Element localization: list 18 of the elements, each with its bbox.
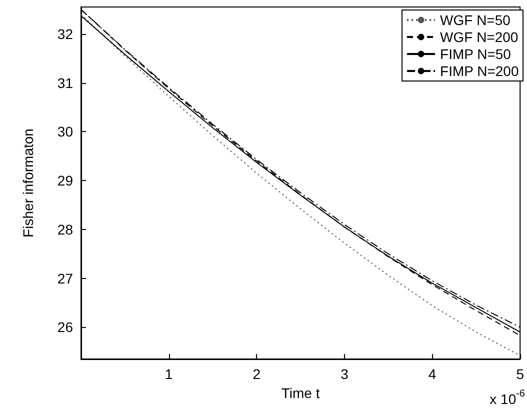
x-tick-label: 2 bbox=[252, 366, 261, 382]
y-tick-label: 32 bbox=[57, 26, 74, 42]
y-tick-label: 31 bbox=[57, 74, 74, 91]
x-axis-title: Time t bbox=[281, 384, 320, 401]
y-tick-label: 28 bbox=[57, 221, 74, 238]
legend-label: FIMP N=50 bbox=[440, 46, 512, 62]
x-tick-label: 3 bbox=[340, 366, 349, 382]
legend-label: WGF N=200 bbox=[440, 29, 518, 45]
legend-label: WGF N=50 bbox=[440, 12, 511, 28]
y-axis-title: Fisher informaton bbox=[20, 128, 36, 238]
y-tick-label: 29 bbox=[57, 172, 74, 189]
y-tick-label: 27 bbox=[57, 270, 74, 286]
x-tick-label: 5 bbox=[516, 366, 524, 382]
x-tick-label: 1 bbox=[164, 366, 173, 382]
x-tick-label: 4 bbox=[428, 366, 436, 382]
y-tick-label: 30 bbox=[57, 124, 74, 140]
y-tick-label: 26 bbox=[57, 319, 74, 336]
legend-label: FIMP N=200 bbox=[440, 63, 519, 79]
